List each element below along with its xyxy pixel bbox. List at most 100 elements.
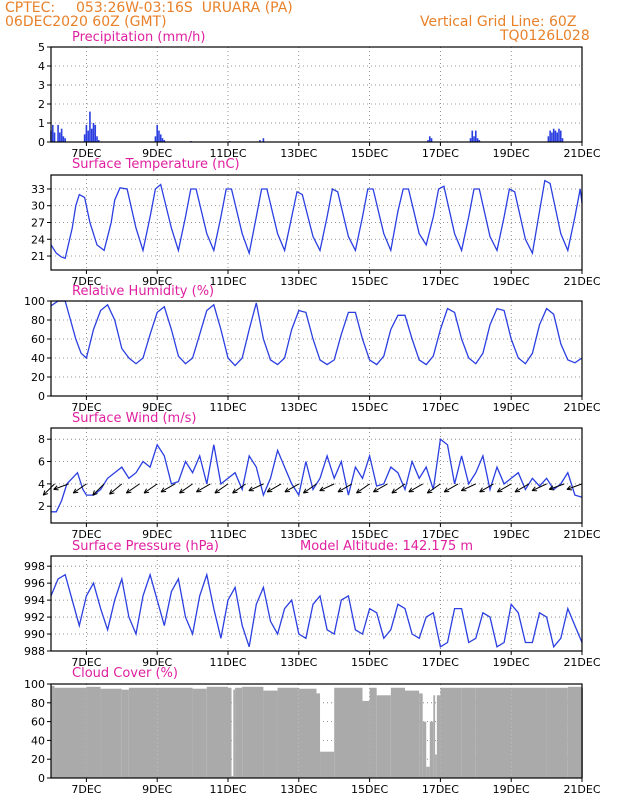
precipitation-xtick-label: 9DEC — [142, 147, 172, 160]
model-altitude-label: Model Altitude: 142.175 m — [300, 539, 473, 554]
wind-arrow-icon — [337, 483, 353, 493]
cloud-xtick-label: 19DEC — [493, 783, 530, 796]
temperature-title: Surface Temperature (nC) — [72, 157, 240, 172]
wind-arrow-head — [566, 485, 571, 490]
pressure-xtick-label: 9DEC — [142, 656, 172, 669]
wind-arrow-icon — [248, 483, 264, 492]
precipitation-frame — [50, 46, 583, 143]
wind-arrow-head — [73, 491, 79, 494]
wind-arrow-head — [443, 487, 448, 493]
pressure-ytick-label: 988 — [24, 645, 45, 658]
wind-ytick-label: 2 — [38, 500, 45, 513]
temperature-ytick-label: 21 — [31, 250, 45, 263]
wind-arrow-head — [109, 489, 113, 495]
temperature-frame — [50, 174, 583, 271]
cloud-cover-bar — [121, 689, 129, 778]
cloud-xtick-label: 21DEC — [563, 783, 600, 796]
wind-ytick-label: 4 — [38, 478, 45, 491]
cloud-cover-bar — [426, 766, 430, 778]
temperature-xtick-label: 13DEC — [280, 275, 317, 288]
cloud-ytick-label: 20 — [31, 753, 45, 766]
precipitation-xtick-label: 21DEC — [563, 147, 600, 160]
wind-panel: Surface Wind (m/s) 2 4 6 8 7DEC 9DEC 11DEC 13DEC… — [38, 411, 601, 541]
wind-arrow-icon — [319, 483, 335, 492]
wind-arrow-icon — [232, 483, 246, 494]
wind-arrow-icon — [42, 483, 55, 496]
wind-arrow-head — [214, 491, 220, 494]
init-time-label: 06DEC2020 60Z (GMT) — [5, 14, 167, 30]
cloud-cover-bar — [51, 685, 55, 778]
precip-bar — [559, 130, 562, 142]
precip-bar — [469, 138, 472, 142]
pressure-xtick-label: 15DEC — [351, 656, 388, 669]
wind-arrow-head — [284, 487, 289, 493]
cloud-cover-bar — [435, 754, 437, 778]
cloud-cover-bar — [298, 688, 317, 778]
precip-bar — [556, 132, 559, 142]
cloud-cover-bar — [228, 687, 232, 778]
cloud-cover-bar — [461, 687, 476, 778]
cloud-cover-bar — [376, 695, 391, 778]
precip-bar — [92, 123, 95, 142]
precip-bar — [53, 132, 56, 142]
precip-bar — [64, 138, 66, 142]
wind-arrow-head — [126, 491, 132, 494]
wind-ytick-label: 8 — [38, 433, 45, 446]
cloud-cover-bar — [436, 695, 441, 778]
humidity-ytick-label: 80 — [31, 314, 45, 327]
pressure-ytick-label: 998 — [24, 560, 45, 573]
cloud-cover-bar — [277, 687, 299, 778]
precip-bar — [87, 130, 89, 142]
wind-arrow-head — [266, 487, 271, 493]
wind-arrow-head — [426, 488, 431, 494]
cloud-ytick-label: 100 — [24, 678, 45, 691]
cloud-xtick-label: 17DEC — [422, 783, 459, 796]
precipitation-ytick-label: 3 — [38, 79, 45, 92]
precip-bar — [62, 136, 65, 142]
wind-arrow-head — [179, 488, 183, 494]
precip-bar — [549, 130, 551, 142]
humidity-ytick-label: 60 — [31, 333, 45, 346]
cloud-cover-bar — [54, 687, 87, 778]
cloud-cover-bar — [235, 687, 243, 778]
precip-bar — [473, 136, 475, 142]
precipitation-ytick-label: 5 — [38, 41, 45, 54]
pressure-ytick-label: 994 — [24, 594, 45, 607]
cloud-cover-bar — [433, 695, 436, 778]
precip-bar — [163, 140, 166, 142]
precipitation-xtick-label: 11DEC — [209, 147, 246, 160]
wind-arrow-icon — [566, 483, 583, 490]
precip-bar — [547, 136, 550, 142]
precip-bar — [158, 130, 160, 142]
wind-arrow-head — [303, 491, 309, 494]
cloud-cover-bar — [419, 693, 423, 778]
humidity-ytick-label: 20 — [31, 371, 45, 384]
pressure-xtick-label: 17DEC — [422, 656, 459, 669]
precip-bar — [561, 138, 564, 142]
precipitation-xtick-label: 19DEC — [493, 147, 530, 160]
wind-xtick-label: 15DEC — [351, 528, 388, 541]
precipitation-title: Precipitation (mm/h) — [72, 30, 205, 45]
wind-arrow-head — [43, 493, 49, 496]
pressure-ytick-label: 990 — [24, 628, 45, 641]
precip-bar — [97, 140, 100, 142]
cloud-ytick-label: 60 — [31, 716, 45, 729]
precip-bar — [89, 111, 91, 142]
temperature-xtick-label: 17DEC — [422, 275, 459, 288]
precipitation-xtick-label: 7DEC — [71, 147, 101, 160]
wind-arrow-icon — [408, 483, 423, 493]
pressure-title: Surface Pressure (hPa) — [72, 539, 219, 554]
wind-xtick-label: 9DEC — [142, 528, 172, 541]
wind-arrow-head — [319, 486, 324, 491]
wind-title: Surface Wind (m/s) — [72, 411, 196, 426]
wind-arrow-icon — [179, 483, 193, 494]
wind-arrow-head — [496, 487, 501, 493]
humidity-series-line — [50, 300, 583, 367]
pressure-xtick-label: 21DEC — [563, 656, 600, 669]
temperature-panel: Surface Temperature (nC) 21 24 27 30 33 7DEC 9D… — [31, 157, 601, 288]
location-label: 053:26W-03:16S URUARA (PA) — [76, 0, 293, 16]
wind-arrow-head — [514, 487, 519, 493]
wind-arrow-head — [373, 487, 377, 493]
cloud-cover-bar — [242, 686, 264, 778]
cloud-title: Cloud Cover (%) — [72, 666, 178, 681]
